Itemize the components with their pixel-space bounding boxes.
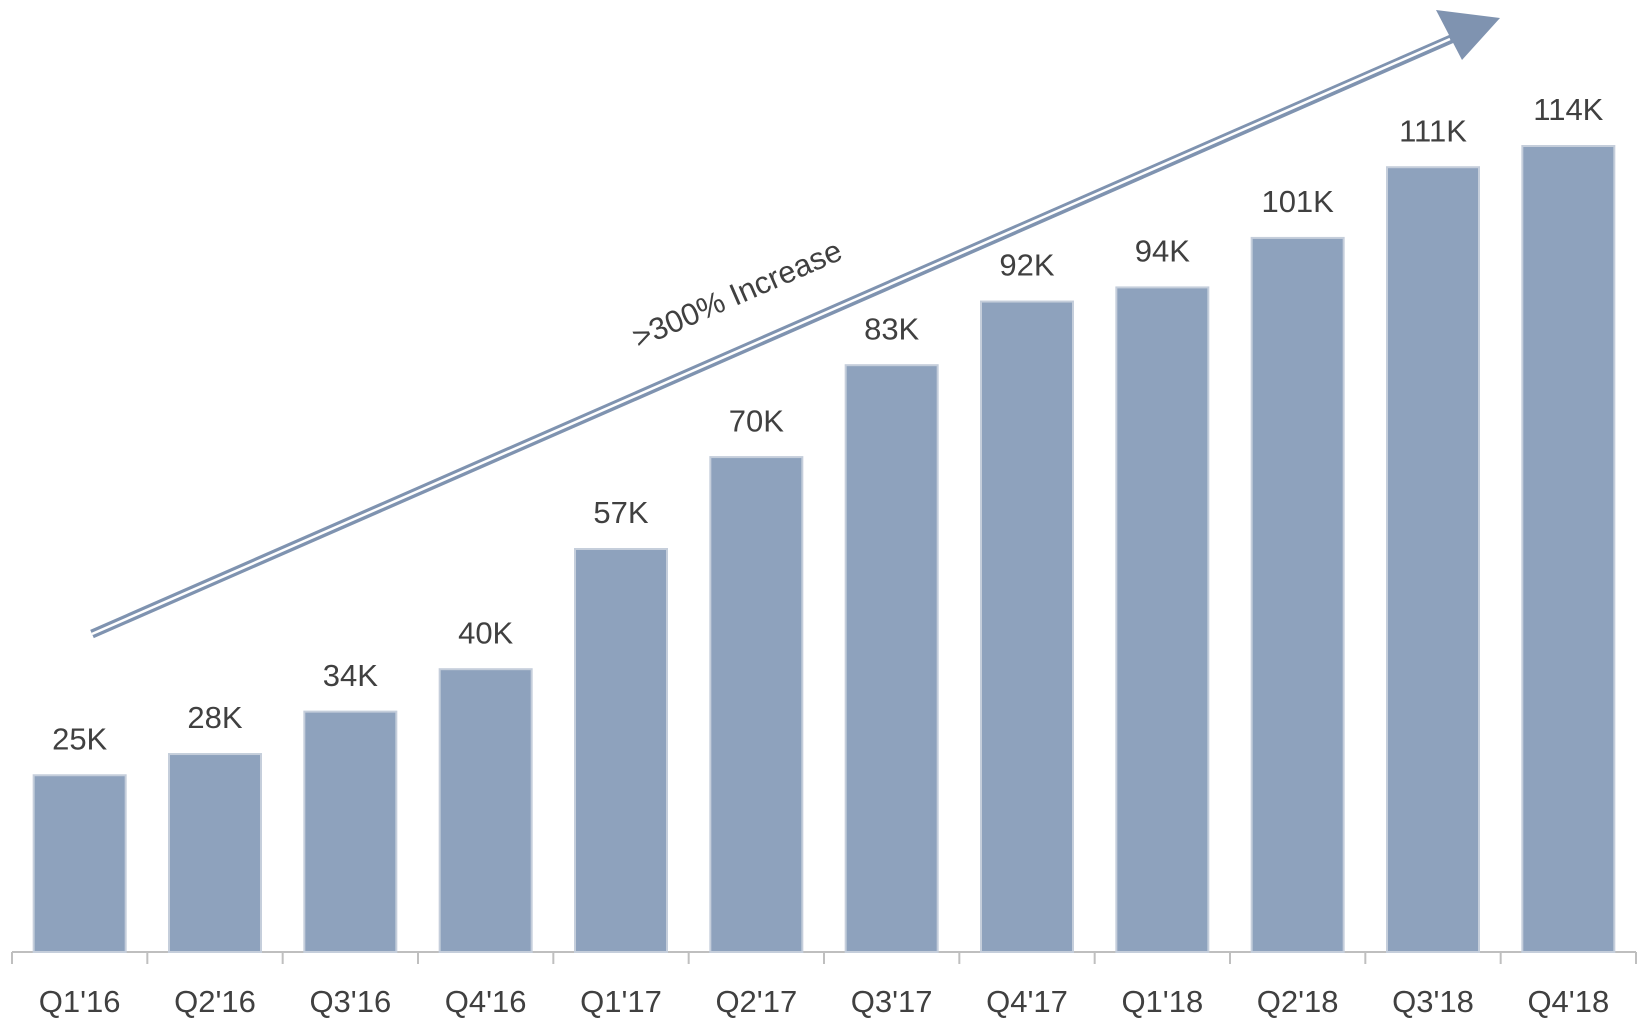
bar [303,710,398,953]
bar [844,364,939,954]
bar [1115,286,1210,953]
x-tick-label: Q1'17 [580,984,662,1019]
arrow-shaft-inner [91,37,1451,636]
data-label: 34K [323,658,378,693]
arrow-head [1436,10,1500,60]
bar [438,668,533,953]
x-tick-label: Q1'18 [1121,984,1203,1019]
data-label: 40K [458,615,513,650]
x-tick-label: Q4'17 [986,984,1068,1019]
x-tick-label: Q2'16 [174,984,256,1019]
data-label: 92K [999,248,1054,283]
bar [168,753,262,953]
data-label: 57K [593,495,648,530]
x-tick-label: Q4'18 [1527,984,1609,1019]
annotation: >300% Increase [627,233,847,355]
data-label: 114K [1533,92,1603,127]
bar [980,300,1074,953]
bar [32,774,127,953]
bar [1386,166,1480,954]
data-label: 28K [187,700,242,735]
x-tick-label: Q1'16 [39,984,121,1019]
x-tick-label: Q4'16 [445,984,527,1019]
bar [709,456,804,953]
x-tick-label: Q2'17 [715,984,797,1019]
data-label: 25K [52,721,107,756]
data-label: 83K [864,311,919,346]
bar [1250,236,1345,953]
bar [1521,145,1616,953]
x-tick-label: Q2'18 [1257,984,1339,1019]
trend-arrow [90,10,1500,639]
bar [574,548,668,953]
data-label: 101K [1261,184,1334,219]
x-tick-label: Q3'16 [309,984,391,1019]
data-label: 111K [1399,113,1467,148]
data-label: 94K [1135,234,1190,269]
x-tick-label: Q3'17 [851,984,933,1019]
x-tick-label: Q3'18 [1392,984,1474,1019]
data-label: 70K [729,403,784,438]
